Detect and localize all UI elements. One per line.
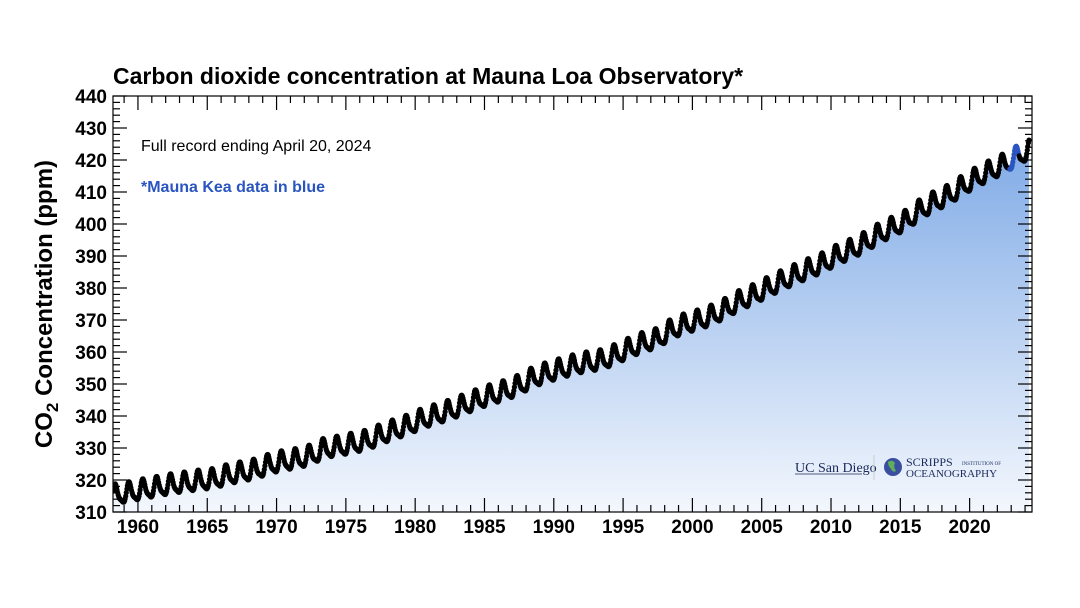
svg-text:OCEANOGRAPHY: OCEANOGRAPHY — [906, 468, 997, 480]
axes: 1960 1965 1970 1975 1980 1985 1990 1995 2000 2005… — [75, 87, 1033, 538]
y-tick-label: 440 — [75, 87, 107, 108]
chart-title: Carbon dioxide concentration at Mauna Lo… — [113, 63, 743, 89]
x-tick-label: 1985 — [463, 517, 506, 538]
mauna-loa-point — [317, 447, 323, 454]
mauna-loa-point — [775, 280, 781, 286]
x-tick-label: 1980 — [394, 517, 436, 538]
x-tick-label: 2010 — [810, 517, 852, 538]
y-tick-label: 320 — [75, 471, 107, 492]
mauna-loa-point — [525, 377, 531, 383]
mauna-loa-point — [872, 233, 878, 239]
y-tick-label: 370 — [75, 311, 107, 332]
x-tick-label: 1975 — [325, 517, 368, 538]
y-tick-label: 350 — [75, 375, 107, 396]
plot-frame — [112, 95, 1033, 513]
y-axis-label: CO2 Concentration (ppm) — [31, 160, 62, 448]
mauna-loa-point — [886, 226, 892, 232]
mauna-loa-point — [456, 404, 462, 410]
y-tick-label: 310 — [75, 503, 107, 524]
mauna-loa-point — [913, 210, 920, 216]
mauna-loa-point — [844, 248, 850, 254]
y-tick-label: 430 — [75, 119, 107, 140]
y-tick-label: 380 — [75, 279, 107, 300]
x-tick-label: 1960 — [117, 517, 159, 538]
mauna-loa-point — [830, 254, 836, 260]
annotation-record-end: Full record ending April 20, 2024 — [141, 138, 371, 155]
svg-text:UC San Diego: UC San Diego — [795, 461, 877, 476]
svg-text:SCRIPPS: SCRIPPS — [906, 455, 953, 469]
y-tick-label: 420 — [75, 151, 107, 172]
scripps-logo: SCRIPPS INSTITUTION OF OCEANOGRAPHY — [884, 455, 1001, 480]
mauna-loa-point — [414, 418, 420, 424]
y-tick-label: 400 — [75, 215, 107, 236]
mauna-loa-point — [1024, 147, 1030, 153]
y-tick-label: 410 — [75, 183, 107, 204]
mauna-loa-point — [955, 186, 961, 192]
area-under-curve — [113, 140, 1029, 512]
ucsd-logo: UC San Diego — [795, 461, 877, 476]
x-tick-label: 1965 — [186, 517, 229, 538]
mauna-loa-point — [664, 329, 670, 335]
x-tick-label: 1990 — [533, 517, 575, 538]
x-tick-label: 2000 — [671, 517, 713, 538]
data-points — [113, 137, 1032, 505]
y-tick-label: 330 — [75, 439, 107, 460]
svg-text:INSTITUTION OF: INSTITUTION OF — [962, 462, 1001, 467]
x-tick-label: 2020 — [948, 517, 990, 538]
y-tick-label: 340 — [75, 407, 107, 428]
x-tick-label: 1995 — [602, 517, 645, 538]
mauna-loa-point — [1026, 137, 1032, 143]
x-tick-label: 2005 — [741, 517, 784, 538]
annotation-mauna-kea: *Mauna Kea data in blue — [141, 179, 325, 196]
y-tick-label: 360 — [75, 343, 107, 364]
y-tick-label: 390 — [75, 247, 107, 268]
area-fill — [113, 140, 1029, 512]
x-tick-label: 2015 — [879, 517, 922, 538]
x-tick-label: 1970 — [255, 517, 297, 538]
mauna-loa-point — [761, 287, 767, 293]
